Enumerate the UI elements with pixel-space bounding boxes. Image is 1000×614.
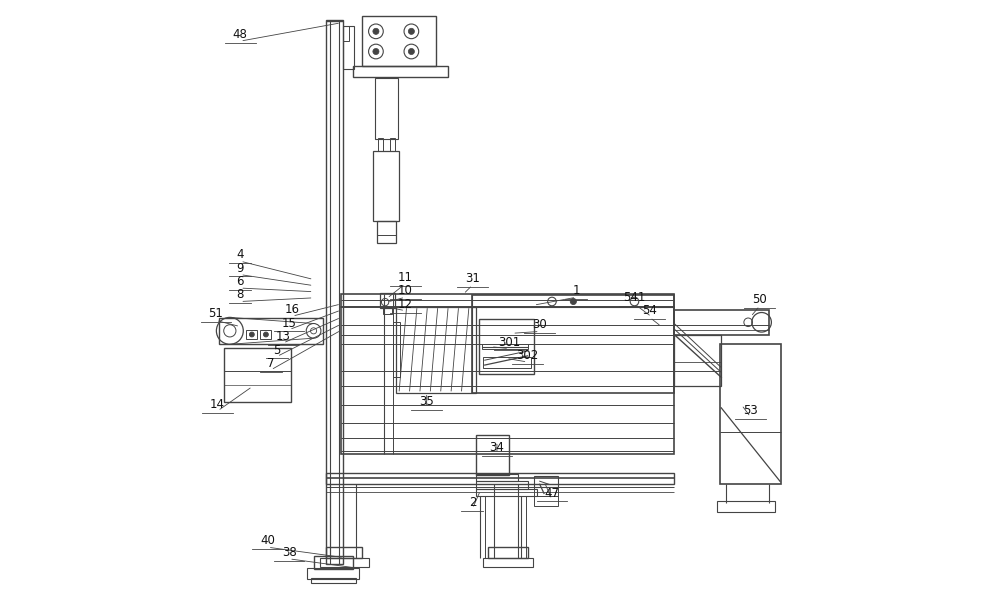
Bar: [674, 335, 721, 386]
Circle shape: [373, 28, 379, 34]
Text: 2: 2: [469, 495, 476, 509]
Bar: [373, 151, 399, 222]
Circle shape: [263, 332, 268, 337]
Bar: [476, 435, 509, 475]
Circle shape: [373, 49, 379, 55]
Bar: [224, 348, 291, 402]
Bar: [390, 138, 395, 151]
Bar: [483, 558, 533, 567]
Bar: [488, 546, 528, 558]
Text: 10: 10: [398, 284, 413, 297]
Bar: [326, 473, 674, 484]
Text: 541: 541: [623, 291, 646, 304]
Text: 5: 5: [273, 343, 281, 357]
Bar: [246, 330, 257, 340]
Bar: [353, 66, 448, 77]
Circle shape: [408, 28, 414, 34]
Text: 48: 48: [233, 28, 248, 41]
Text: 14: 14: [210, 398, 225, 411]
Bar: [326, 20, 343, 564]
Bar: [307, 568, 359, 579]
Text: 53: 53: [743, 404, 758, 417]
Bar: [377, 222, 396, 243]
Bar: [720, 344, 781, 484]
Bar: [362, 16, 436, 66]
Text: 302: 302: [516, 349, 539, 362]
Text: 16: 16: [285, 303, 300, 316]
Text: 8: 8: [237, 289, 244, 301]
Bar: [476, 489, 537, 497]
Bar: [483, 357, 531, 368]
Text: 54: 54: [642, 305, 657, 317]
Text: 7: 7: [267, 357, 275, 370]
Text: 34: 34: [490, 441, 504, 454]
Bar: [380, 293, 395, 308]
Text: 50: 50: [752, 293, 767, 306]
Circle shape: [570, 298, 576, 305]
Bar: [260, 330, 271, 340]
Bar: [476, 481, 528, 489]
Circle shape: [249, 332, 254, 337]
Bar: [479, 319, 534, 375]
Bar: [320, 558, 369, 567]
Text: 35: 35: [419, 395, 434, 408]
Text: 9: 9: [236, 262, 244, 274]
Circle shape: [408, 49, 414, 55]
Bar: [717, 501, 775, 511]
Text: 11: 11: [398, 271, 413, 284]
Bar: [476, 474, 518, 481]
Bar: [383, 307, 392, 314]
Text: 301: 301: [498, 336, 520, 349]
Bar: [378, 138, 383, 151]
Bar: [343, 26, 354, 69]
Bar: [311, 578, 356, 583]
Text: 4: 4: [236, 248, 244, 261]
Text: 31: 31: [465, 272, 480, 285]
Text: 15: 15: [282, 317, 297, 330]
Text: 6: 6: [236, 275, 244, 288]
Bar: [375, 78, 398, 139]
Text: 40: 40: [260, 534, 275, 547]
Bar: [341, 307, 674, 454]
Text: 12: 12: [398, 298, 413, 311]
Bar: [472, 295, 674, 392]
Bar: [674, 310, 769, 335]
Bar: [534, 476, 558, 488]
Bar: [393, 322, 400, 377]
Bar: [534, 488, 558, 497]
Text: 38: 38: [282, 546, 297, 559]
Text: 1: 1: [573, 284, 580, 297]
Bar: [534, 497, 558, 506]
Bar: [219, 318, 323, 344]
Text: 47: 47: [544, 486, 559, 500]
Bar: [326, 546, 362, 558]
Bar: [482, 344, 528, 349]
Bar: [396, 307, 476, 392]
Text: 13: 13: [276, 330, 290, 343]
Bar: [343, 26, 349, 41]
Bar: [341, 293, 674, 307]
Bar: [314, 556, 353, 569]
Text: 30: 30: [532, 319, 547, 332]
Text: 51: 51: [208, 308, 223, 321]
